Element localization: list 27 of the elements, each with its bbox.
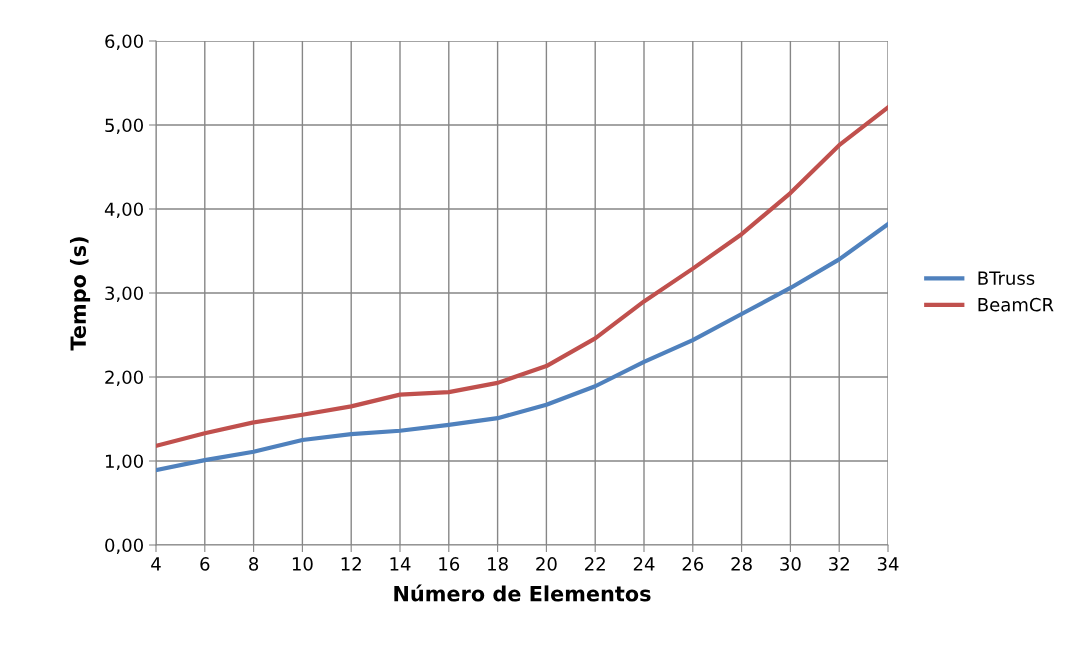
x-tick-label: 18 bbox=[488, 557, 508, 571]
legend-label: BeamCR bbox=[978, 297, 1054, 312]
x-tick-label: 14 bbox=[390, 557, 411, 571]
x-tick-label: 4 bbox=[151, 557, 161, 571]
y-tick-label: 0,00 bbox=[105, 538, 143, 554]
y-tick-label: 6,00 bbox=[105, 34, 143, 50]
y-tick-label: 5,00 bbox=[105, 118, 143, 134]
x-tick-label: 20 bbox=[536, 557, 557, 571]
x-tick-label: 16 bbox=[439, 557, 460, 571]
y-tick-label: 1,00 bbox=[105, 454, 143, 470]
x-tick-label: 10 bbox=[292, 557, 313, 571]
x-axis-title: Número de Elementos bbox=[394, 584, 651, 602]
x-tick-label: 28 bbox=[731, 557, 752, 571]
x-tick-label: 8 bbox=[249, 557, 259, 571]
legend-label: BTruss bbox=[978, 271, 1035, 285]
x-tick-label: 30 bbox=[780, 557, 801, 571]
x-tick-label: 26 bbox=[682, 557, 704, 571]
x-tick-label: 12 bbox=[341, 557, 361, 571]
x-tick-label: 6 bbox=[200, 557, 210, 571]
y-axis-title: Tempo (s) bbox=[69, 237, 91, 351]
y-tick-label: 3,00 bbox=[105, 286, 143, 302]
x-tick-label: 22 bbox=[585, 557, 605, 571]
x-tick-label: 32 bbox=[829, 557, 849, 571]
x-tick-label: 24 bbox=[633, 557, 655, 571]
x-tick-label: 34 bbox=[877, 557, 899, 571]
y-tick-label: 2,00 bbox=[105, 370, 143, 386]
y-tick-label: 4,00 bbox=[104, 202, 143, 218]
